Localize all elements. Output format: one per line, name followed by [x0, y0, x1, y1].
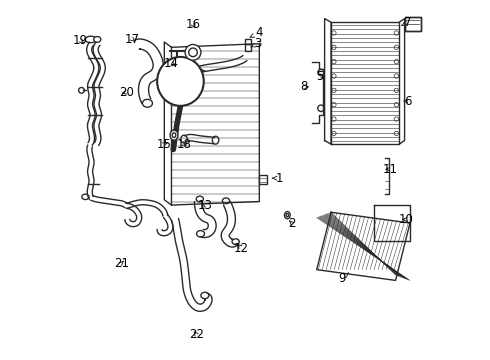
Text: 7: 7: [401, 16, 412, 29]
FancyBboxPatch shape: [245, 44, 251, 51]
Text: 17: 17: [124, 32, 140, 46]
Text: 5: 5: [317, 69, 324, 82]
Text: 14: 14: [164, 57, 179, 70]
Text: 20: 20: [119, 86, 134, 99]
Ellipse shape: [172, 133, 176, 138]
Text: 8: 8: [300, 80, 309, 93]
Ellipse shape: [181, 135, 187, 143]
Ellipse shape: [196, 196, 203, 202]
FancyBboxPatch shape: [405, 17, 421, 31]
Ellipse shape: [286, 213, 289, 217]
Text: 22: 22: [189, 328, 204, 341]
Ellipse shape: [196, 230, 204, 237]
Ellipse shape: [232, 239, 239, 244]
Text: 16: 16: [186, 18, 200, 31]
Text: 11: 11: [383, 163, 398, 176]
Ellipse shape: [170, 130, 178, 140]
Text: 19: 19: [73, 33, 88, 47]
Ellipse shape: [285, 212, 290, 219]
Text: 9: 9: [338, 272, 348, 285]
Text: 3: 3: [251, 37, 261, 50]
FancyBboxPatch shape: [259, 175, 267, 184]
Ellipse shape: [82, 194, 89, 199]
Text: 21: 21: [114, 257, 129, 270]
Text: 18: 18: [176, 138, 192, 150]
Circle shape: [189, 48, 197, 57]
Text: 13: 13: [198, 199, 213, 212]
Ellipse shape: [85, 36, 97, 42]
Text: 12: 12: [234, 242, 249, 255]
Ellipse shape: [212, 136, 219, 144]
FancyBboxPatch shape: [245, 40, 251, 44]
Ellipse shape: [94, 37, 101, 42]
Text: 2: 2: [288, 216, 295, 230]
Text: 15: 15: [157, 138, 172, 150]
Text: 6: 6: [404, 95, 412, 108]
Ellipse shape: [222, 198, 230, 204]
Text: 4: 4: [250, 27, 263, 40]
Ellipse shape: [143, 99, 152, 107]
Ellipse shape: [201, 292, 209, 299]
Text: 10: 10: [399, 213, 414, 226]
Circle shape: [185, 44, 201, 60]
Text: 1: 1: [272, 172, 283, 185]
Ellipse shape: [157, 57, 204, 106]
